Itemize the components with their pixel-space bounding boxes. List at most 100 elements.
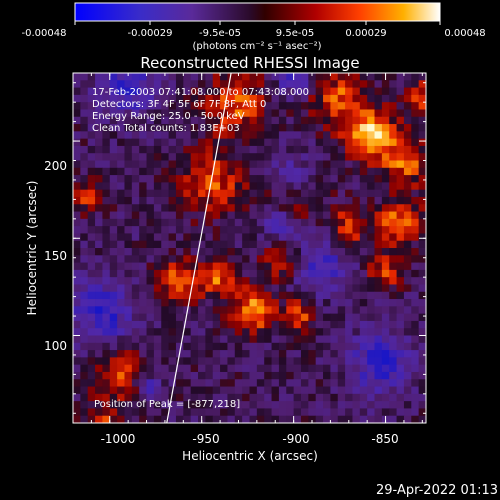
image-pixel: [131, 291, 140, 300]
image-pixel: [161, 196, 169, 205]
image-pixel: [403, 299, 412, 307]
image-pixel: [131, 226, 140, 234]
image-pixel: [264, 328, 272, 336]
image-pixel: [367, 335, 375, 344]
image-pixel: [220, 248, 228, 256]
image-pixel: [337, 226, 346, 234]
image-pixel: [278, 255, 287, 263]
image-pixel: [411, 204, 420, 212]
image-pixel: [131, 408, 140, 417]
image-pixel: [330, 350, 339, 358]
image-pixel: [124, 393, 133, 402]
image-pixel: [278, 189, 287, 198]
image-pixel: [153, 175, 162, 183]
image-pixel: [80, 73, 89, 81]
image-pixel: [80, 138, 89, 147]
image-pixel: [359, 138, 368, 147]
image-pixel: [315, 131, 324, 140]
image-pixel: [264, 218, 272, 227]
image-pixel: [345, 306, 353, 315]
image-pixel: [256, 350, 265, 358]
image-pixel: [367, 94, 375, 103]
image-pixel: [161, 393, 169, 402]
image-pixel: [286, 371, 295, 380]
image-pixel: [190, 371, 199, 380]
image-pixel: [212, 299, 221, 307]
image-pixel: [337, 153, 346, 161]
image-pixel: [345, 87, 353, 96]
image-pixel: [73, 73, 81, 81]
image-pixel: [175, 196, 184, 205]
image-pixel: [227, 255, 236, 263]
image-pixel: [352, 109, 361, 118]
image-pixel: [124, 175, 133, 183]
image-pixel: [205, 218, 214, 227]
image-pixel: [212, 262, 221, 271]
image-pixel: [102, 94, 111, 103]
image-pixel: [411, 262, 420, 271]
image-pixel: [205, 401, 214, 409]
image-pixel: [124, 80, 133, 88]
image-pixel: [124, 379, 133, 387]
image-pixel: [102, 226, 111, 234]
image-pixel: [330, 255, 339, 263]
image-pixel: [271, 415, 280, 423]
image-pixel: [117, 189, 125, 198]
image-pixel: [131, 371, 140, 380]
image-pixel: [95, 371, 103, 380]
image-pixel: [323, 204, 331, 212]
image-pixel: [124, 189, 133, 198]
image-pixel: [124, 342, 133, 351]
image-pixel: [278, 182, 287, 191]
colorbar-tick-label: 0.00029: [345, 28, 386, 39]
image-pixel: [146, 204, 155, 212]
image-pixel: [278, 109, 287, 118]
image-pixel: [183, 364, 192, 373]
image-pixel: [330, 138, 339, 147]
image-pixel: [411, 313, 420, 322]
image-pixel: [220, 226, 228, 234]
image-pixel: [227, 94, 236, 103]
image-pixel: [117, 102, 125, 110]
image-pixel: [381, 299, 390, 307]
image-pixel: [117, 371, 125, 380]
image-pixel: [175, 291, 184, 300]
image-pixel: [183, 196, 192, 205]
image-pixel: [381, 182, 390, 191]
image-pixel: [418, 153, 426, 161]
image-pixel: [212, 306, 221, 315]
image-pixel: [131, 182, 140, 191]
image-pixel: [300, 313, 309, 322]
image-pixel: [411, 153, 420, 161]
image-pixel: [95, 211, 103, 220]
image-pixel: [124, 364, 133, 373]
image-pixel: [168, 291, 177, 300]
image-pixel: [146, 313, 155, 322]
image-pixel: [190, 145, 199, 154]
image-pixel: [183, 284, 192, 293]
image-pixel: [286, 401, 295, 409]
image-pixel: [345, 255, 353, 263]
image-pixel: [411, 102, 420, 110]
image-pixel: [124, 124, 133, 132]
image-pixel: [337, 342, 346, 351]
image-pixel: [220, 401, 228, 409]
image-pixel: [153, 291, 162, 300]
image-pixel: [418, 204, 426, 212]
image-pixel: [367, 138, 375, 147]
image-pixel: [183, 269, 192, 278]
image-pixel: [315, 335, 324, 344]
image-pixel: [308, 167, 317, 176]
image-pixel: [396, 124, 405, 132]
image-pixel: [330, 262, 339, 271]
image-pixel: [315, 138, 324, 147]
image-pixel: [308, 320, 317, 329]
image-pixel: [345, 233, 353, 242]
colorbar-tick-label: 9.5e-05: [276, 28, 314, 39]
image-pixel: [403, 131, 412, 140]
image-pixel: [352, 386, 361, 395]
image-pixel: [359, 313, 368, 322]
image-pixel: [242, 379, 250, 387]
image-pixel: [330, 196, 339, 205]
image-pixel: [278, 350, 287, 358]
